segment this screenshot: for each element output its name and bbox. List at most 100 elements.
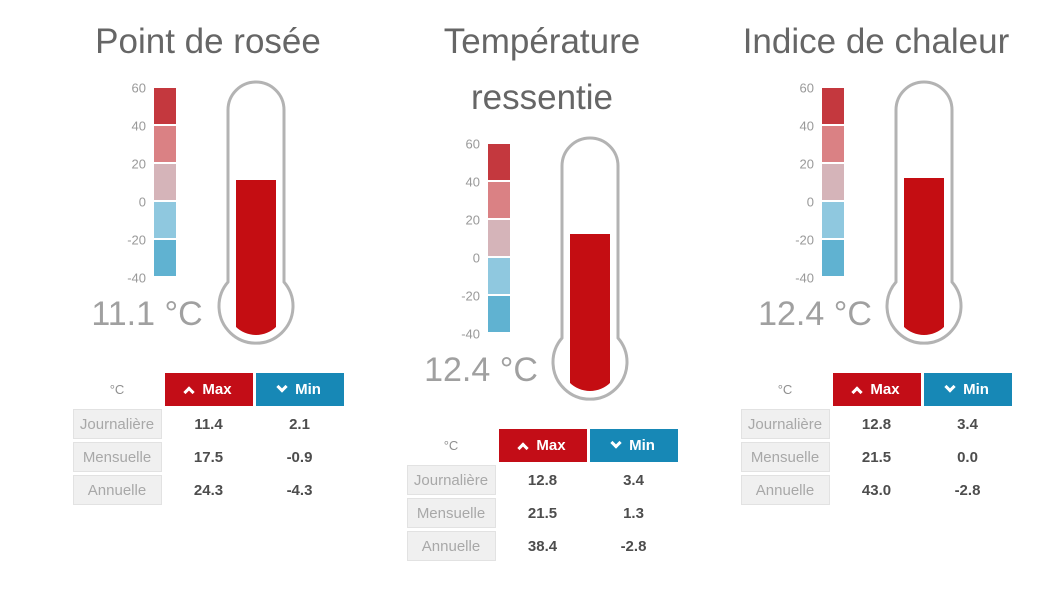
- scale-segment: [154, 240, 176, 276]
- tick-label: 20: [465, 212, 480, 228]
- max-value: 21.5: [527, 504, 558, 522]
- thermometer-gauge: 60 40 20 0 -20 -40: [710, 80, 1042, 348]
- table-row: Mensuelle 21.5 1.3: [406, 498, 678, 528]
- max-value: 12.8: [527, 471, 558, 489]
- max-value: 43.0: [861, 481, 892, 499]
- min-value: -4.3: [286, 481, 313, 499]
- chevron-down-icon: [610, 437, 622, 449]
- scale-tick-labels: 60 40 20 0 -20 -40: [780, 81, 814, 286]
- scale-segment: [488, 258, 510, 294]
- scale-tick-labels: 60 40 20 0 -20 -40: [446, 137, 480, 342]
- gauge-card-feels-like: Température ressentie 60 40 20 0 -20 -40: [376, 0, 708, 564]
- max-label: Max: [536, 437, 566, 454]
- max-value: 17.5: [193, 448, 224, 466]
- chevron-up-icon: [183, 386, 196, 398]
- scale-color-strip: [488, 144, 510, 404]
- current-reading: 12.4 °C: [758, 295, 872, 333]
- scale-color-strip: [822, 88, 844, 348]
- scale-segment: [822, 164, 844, 200]
- current-reading: 12.4 °C: [424, 351, 538, 389]
- table-row: Journalière 12.8 3.4: [740, 409, 1012, 439]
- minmax-table: °C Max Min Journalière 12.8 3.4 Mensuell…: [404, 426, 681, 564]
- tick-label: 40: [131, 118, 146, 134]
- max-value: 24.3: [193, 481, 224, 499]
- table-row: Annuelle 43.0 -2.8: [740, 475, 1012, 505]
- tick-label: -20: [795, 232, 814, 248]
- min-label: Min: [963, 381, 989, 398]
- tick-label: 60: [131, 80, 146, 96]
- scale-segment: [488, 220, 510, 256]
- widget-title: Température ressentie: [443, 22, 641, 117]
- tick-label: 20: [131, 156, 146, 172]
- min-column-header[interactable]: Min: [255, 373, 344, 406]
- chevron-down-icon: [944, 381, 956, 393]
- period-label: Mensuelle: [72, 442, 162, 472]
- table-header-row: °C Max Min: [741, 373, 1012, 406]
- table-header-row: °C Max Min: [73, 373, 344, 406]
- period-label: Journalière: [72, 409, 162, 439]
- scale-segment: [154, 164, 176, 200]
- max-column-header[interactable]: Max: [498, 429, 587, 462]
- period-label: Annuelle: [740, 475, 830, 505]
- unit-label: °C: [109, 382, 125, 397]
- period-label: Mensuelle: [740, 442, 830, 472]
- scale-segment: [488, 296, 510, 332]
- gauge-row: Point de rosée 60 40 20 0 -20 -40: [42, 0, 1042, 564]
- period-label: Annuelle: [406, 531, 496, 561]
- tick-label: 0: [472, 250, 480, 266]
- gauge-card-dew-point: Point de rosée 60 40 20 0 -20 -40: [42, 0, 374, 564]
- tick-label: 40: [465, 174, 480, 190]
- tick-label: 60: [465, 136, 480, 152]
- table-row: Journalière 11.4 2.1: [72, 409, 344, 439]
- scale-segment: [154, 126, 176, 162]
- current-reading: 11.1 °C: [91, 295, 203, 333]
- min-label: Min: [629, 437, 655, 454]
- scale-segment: [154, 202, 176, 238]
- tick-label: 20: [799, 156, 814, 172]
- max-column-header[interactable]: Max: [832, 373, 921, 406]
- min-value: -0.9: [286, 448, 313, 466]
- table-header-row: °C Max Min: [407, 429, 678, 462]
- scale-segment: [488, 144, 510, 180]
- tick-label: 0: [806, 194, 814, 210]
- min-value: -2.8: [620, 537, 647, 555]
- mercury-fill: [904, 178, 944, 335]
- table-row: Annuelle 24.3 -4.3: [72, 475, 344, 505]
- min-value: 1.3: [623, 504, 644, 522]
- tick-label: 40: [799, 118, 814, 134]
- min-value: -2.8: [954, 481, 981, 499]
- max-value: 38.4: [527, 537, 558, 555]
- tick-label: 0: [138, 194, 146, 210]
- thermometer-tube-icon: [885, 80, 963, 345]
- thermometer-tube-icon: [551, 136, 629, 401]
- scale-segment: [488, 182, 510, 218]
- chevron-down-icon: [276, 381, 288, 393]
- min-column-header[interactable]: Min: [589, 429, 678, 462]
- scale-segment: [154, 88, 176, 124]
- tick-label: -20: [127, 232, 146, 248]
- table-row: Annuelle 38.4 -2.8: [406, 531, 678, 561]
- unit-label: °C: [443, 438, 459, 453]
- period-label: Journalière: [406, 465, 496, 495]
- max-value: 21.5: [861, 448, 892, 466]
- thermometer-gauge: 60 40 20 0 -20 -40: [376, 136, 708, 404]
- tick-label: -40: [461, 326, 480, 342]
- scale-color-strip: [154, 88, 176, 348]
- tick-label: -40: [795, 270, 814, 286]
- min-value: 3.4: [957, 415, 978, 433]
- gauge-card-heat-index: Indice de chaleur 60 40 20 0 -20 -40: [710, 0, 1042, 564]
- min-label: Min: [295, 381, 321, 398]
- minmax-table: °C Max Min Journalière 11.4 2.1 Mensuell…: [70, 370, 347, 508]
- max-value: 12.8: [861, 415, 892, 433]
- unit-label: °C: [777, 382, 793, 397]
- tick-label: -20: [461, 288, 480, 304]
- table-row: Mensuelle 21.5 0.0: [740, 442, 1012, 472]
- min-column-header[interactable]: Min: [923, 373, 1012, 406]
- scale-segment: [822, 126, 844, 162]
- table-row: Mensuelle 17.5 -0.9: [72, 442, 344, 472]
- scale-segment: [822, 88, 844, 124]
- period-label: Journalière: [740, 409, 830, 439]
- scale-segment: [822, 202, 844, 238]
- period-label: Annuelle: [72, 475, 162, 505]
- max-column-header[interactable]: Max: [164, 373, 253, 406]
